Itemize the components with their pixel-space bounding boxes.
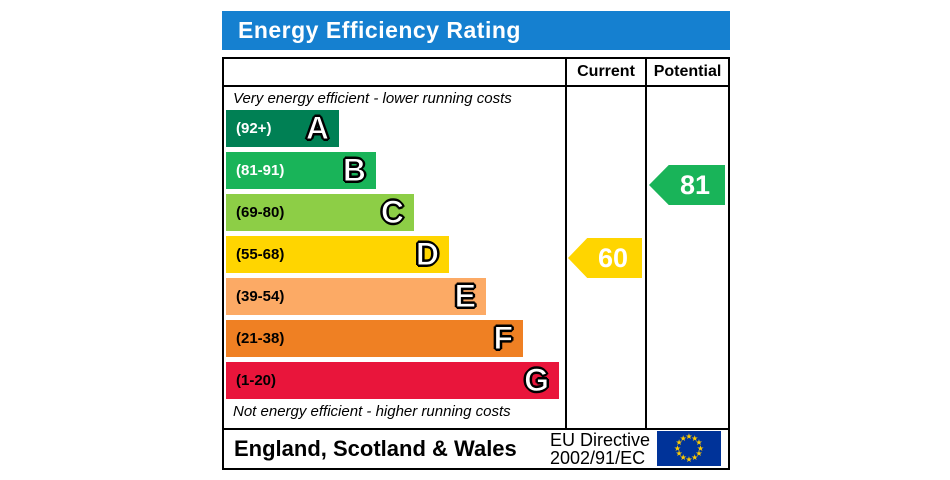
rating-table: Current Potential Very energy efficient … xyxy=(222,57,730,470)
region-label: England, Scotland & Wales xyxy=(234,436,517,461)
eu-flag-star-icon: ★ xyxy=(685,432,693,441)
current-rating-value: 60 xyxy=(597,242,629,273)
eu-flag-star-icon: ★ xyxy=(679,433,687,443)
potential-rating-value: 81 xyxy=(679,169,711,200)
column-divider-potential xyxy=(645,59,647,430)
current-rating-arrow: 60 xyxy=(568,238,642,278)
eu-flag-star-icon: ★ xyxy=(673,443,682,453)
band-f-range: (21-38) xyxy=(236,330,285,347)
potential-rating-arrow: 81 xyxy=(649,165,725,205)
band-c-range: (69-80) xyxy=(236,204,285,221)
band-b-letter: B xyxy=(342,152,366,189)
band-a-letter: A xyxy=(305,110,329,147)
band-c-letter: C xyxy=(380,194,404,231)
eu-flag: ★ ★ ★ ★ ★ ★ ★ ★ ★ ★ ★ ★ xyxy=(657,431,721,466)
header-row-divider xyxy=(224,85,728,87)
band-e: (39-54) E xyxy=(226,278,486,315)
eu-flag-star-icon: ★ xyxy=(679,453,687,463)
eu-flag-star-icon: ★ xyxy=(696,443,705,453)
band-c: (69-80) C xyxy=(226,194,414,231)
band-g-letter: G xyxy=(524,362,550,399)
eu-flag-star-icon: ★ xyxy=(695,449,703,459)
column-header-current: Current xyxy=(577,63,635,80)
band-f: (21-38) F xyxy=(226,320,523,357)
bottom-note: Not energy efficient - higher running co… xyxy=(233,403,511,420)
eu-flag-star-icon: ★ xyxy=(691,433,699,443)
top-note: Very energy efficient - lower running co… xyxy=(233,90,512,107)
eu-flag-star-icon: ★ xyxy=(675,449,683,459)
band-b: (81-91) B xyxy=(226,152,376,189)
eu-directive-label: EU Directive 2002/91/EC xyxy=(550,431,650,467)
eu-flag-star-icon: ★ xyxy=(685,455,693,464)
eu-flag-star-icon: ★ xyxy=(691,453,699,463)
column-header-potential: Potential xyxy=(653,63,722,80)
band-e-range: (39-54) xyxy=(236,288,285,305)
eu-flag-star-icon: ★ xyxy=(675,437,683,447)
eu-directive-line2: 2002/91/EC xyxy=(550,448,646,468)
eu-directive-line1: EU Directive xyxy=(550,430,651,450)
eu-flag-star-icon: ★ xyxy=(695,437,703,447)
page-title: Energy Efficiency Rating xyxy=(238,17,521,43)
band-g: (1-20) G xyxy=(226,362,559,399)
title-bar: Energy Efficiency Rating xyxy=(222,11,730,50)
footer-row: England, Scotland & Wales EU Directive 2… xyxy=(224,430,728,468)
footer-row-divider xyxy=(224,428,728,430)
band-g-range: (1-20) xyxy=(236,372,277,389)
band-d-range: (55-68) xyxy=(236,246,285,263)
band-a: (92+) A xyxy=(226,110,339,147)
band-d-letter: D xyxy=(415,236,439,273)
band-d: (55-68) D xyxy=(226,236,449,273)
column-divider-current xyxy=(565,59,567,430)
band-e-letter: E xyxy=(454,278,476,315)
band-f-letter: F xyxy=(493,320,514,357)
band-a-range: (92+) xyxy=(236,120,272,137)
band-b-range: (81-91) xyxy=(236,162,285,179)
